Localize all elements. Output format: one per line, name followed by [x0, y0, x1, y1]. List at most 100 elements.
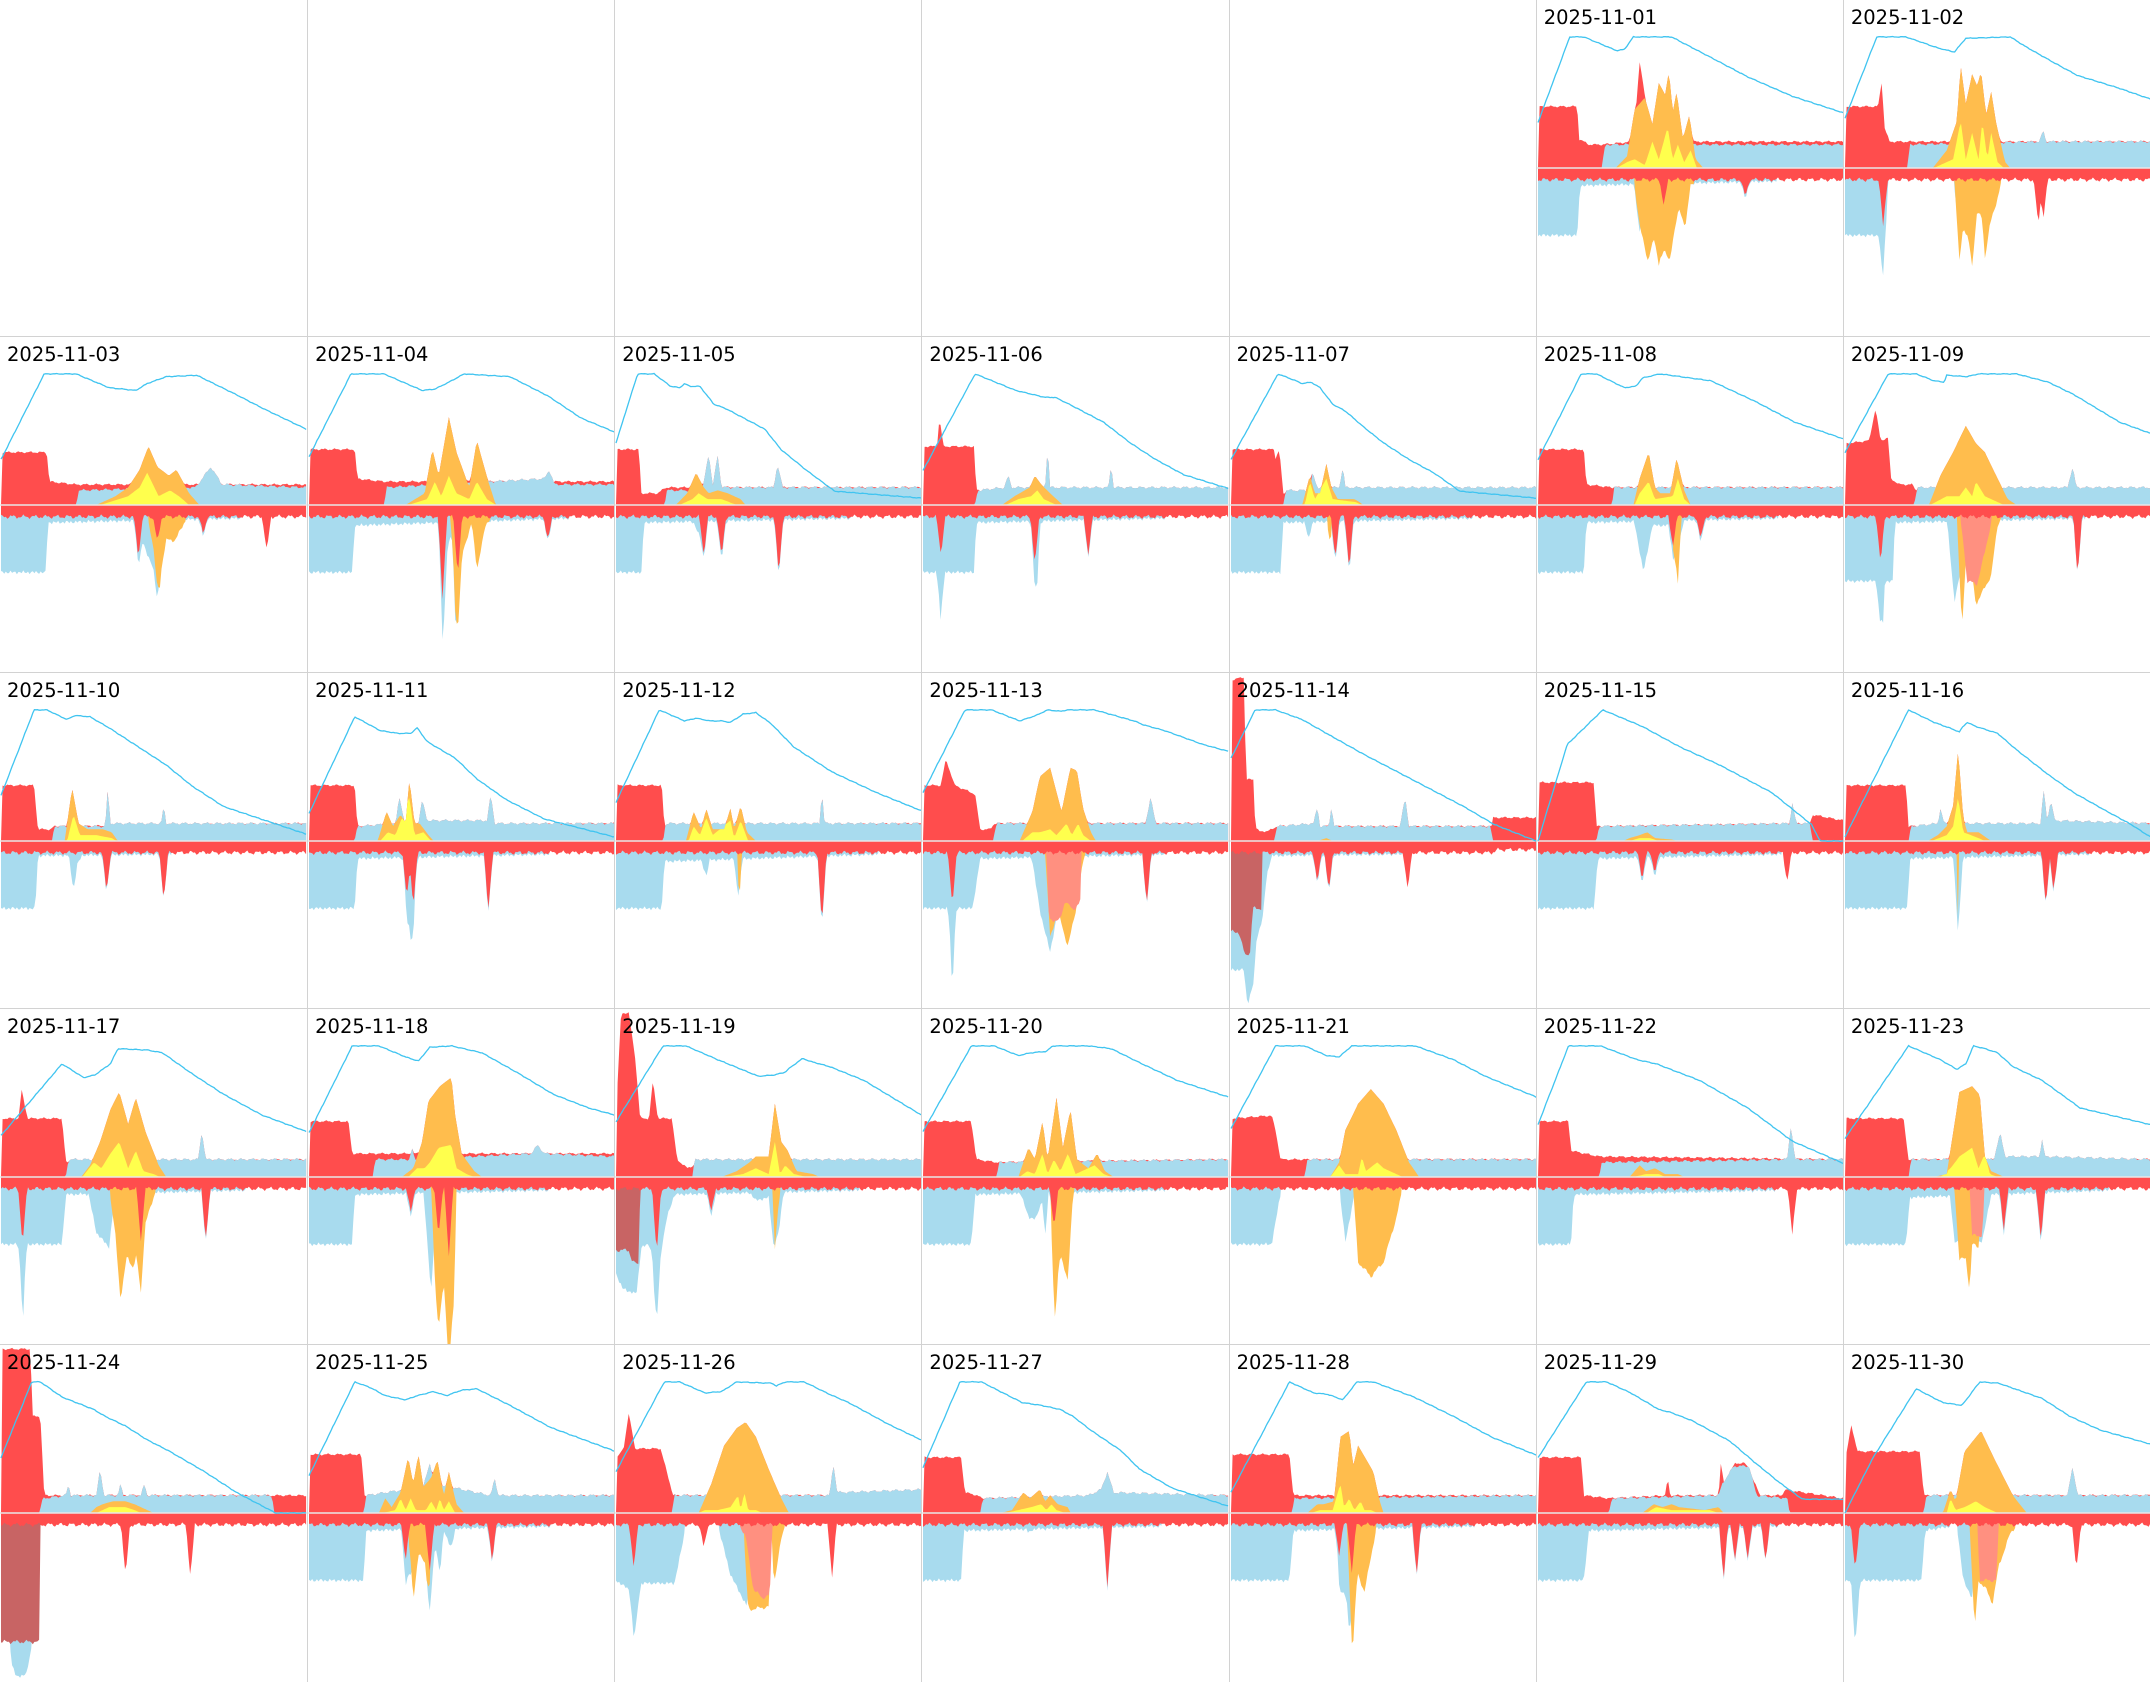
day-label: 2025-11-26	[622, 1351, 736, 1374]
day-label: 2025-11-04	[315, 343, 429, 366]
load-area	[1, 1472, 307, 1513]
soc-line	[1229, 1380, 1536, 1493]
battery-area	[1, 1177, 307, 1316]
day-label: 2025-11-03	[7, 343, 121, 366]
lower-band-area	[309, 1177, 615, 1257]
day-chart	[1536, 709, 1844, 911]
soc-line	[922, 373, 1229, 490]
solar-area	[309, 1078, 615, 1177]
soc-line	[1844, 1044, 2150, 1140]
day-label: 2025-11-21	[1236, 1015, 1350, 1038]
soc-line	[0, 372, 307, 460]
soc-line	[1537, 1380, 1843, 1501]
soc-line	[0, 1048, 307, 1136]
day-label: 2025-11-28	[1236, 1351, 1350, 1374]
battery-area	[1844, 1177, 2150, 1247]
day-label: 2025-11-08	[1543, 343, 1658, 366]
battery-area	[309, 1513, 615, 1611]
day-chart	[922, 708, 1230, 976]
empty-day-cell	[921, 0, 1231, 338]
day-label: 2025-11-07	[1236, 343, 1350, 366]
day-label: 2025-11-14	[1236, 679, 1350, 702]
empty-day-cell	[307, 0, 616, 338]
lower-band-area	[1844, 505, 2150, 569]
day-panel: 2025-11-12	[614, 672, 923, 1010]
day-chart	[1843, 35, 2150, 276]
solar-direct-area	[1537, 130, 1843, 168]
lower-band-area	[1230, 505, 1536, 563]
solar-direct-area	[1230, 1159, 1536, 1177]
day-chart	[1536, 35, 1844, 266]
soc-line	[308, 716, 615, 838]
load-area	[1, 1135, 307, 1177]
solar-area	[923, 1097, 1229, 1177]
empty-day-cell	[0, 0, 309, 338]
lower-band-area	[1537, 841, 1843, 880]
battery-area	[1844, 1513, 2150, 1638]
load-area	[1844, 1467, 2150, 1513]
day-panel: 2025-11-28	[1228, 1344, 1538, 1682]
day-chart	[0, 372, 308, 597]
day-chart	[1843, 1381, 2150, 1638]
lower-band-area	[1844, 841, 2150, 899]
soc-line	[922, 708, 1229, 793]
solar-area	[1844, 67, 2150, 168]
battery-area	[309, 841, 615, 940]
day-chart	[615, 1380, 923, 1636]
load-area	[1230, 1494, 1536, 1513]
day-label: 2025-11-06	[929, 343, 1043, 366]
day-label: 2025-11-19	[622, 1015, 736, 1038]
battery-area	[1844, 841, 2150, 931]
day-chart	[1536, 372, 1844, 584]
battery-area	[1537, 168, 1843, 238]
soc-line	[615, 1380, 922, 1473]
lower-band-area	[1, 505, 307, 553]
solar-area	[923, 767, 1229, 841]
solar-export-area	[309, 1177, 615, 1345]
soc-line	[615, 709, 922, 811]
soc-line	[1844, 372, 2150, 454]
day-panel: 2025-11-20	[921, 1008, 1231, 1346]
day-label: 2025-11-27	[929, 1351, 1043, 1374]
soc-line	[1844, 709, 2150, 838]
solar-area	[616, 474, 922, 505]
solar-area	[616, 1422, 922, 1513]
lower-band-area	[1, 1177, 307, 1242]
lower-band-area	[1537, 505, 1843, 546]
day-panel: 2025-11-23	[1842, 1008, 2150, 1346]
empty-day-cell	[614, 0, 923, 338]
day-chart	[922, 373, 1230, 620]
day-label: 2025-11-24	[7, 1351, 121, 1374]
day-panel: 2025-11-27	[921, 1344, 1231, 1682]
day-panel: 2025-11-17	[0, 1008, 309, 1346]
soc-line	[0, 708, 307, 835]
day-chart	[615, 709, 923, 917]
lower-band-area	[1230, 1177, 1536, 1191]
solar-area	[1537, 1504, 1843, 1513]
lower-band-area	[923, 841, 1229, 901]
load-area	[1537, 1465, 1843, 1513]
day-panel: 2025-11-24	[0, 1344, 309, 1682]
soc-line	[1537, 1044, 1844, 1165]
solar-export-area	[1, 505, 307, 588]
load-area	[1844, 1134, 2150, 1177]
soc-line	[308, 372, 615, 458]
soc-line	[1229, 373, 1536, 499]
day-label: 2025-11-17	[7, 1015, 121, 1038]
grid-to-battery-area	[1230, 841, 1536, 956]
solar-area	[1, 447, 307, 505]
soc-line	[308, 1044, 615, 1133]
battery-area	[616, 1177, 922, 1314]
solar-area	[1844, 1432, 2150, 1513]
day-panel: 2025-11-03	[0, 336, 309, 674]
battery-area	[1, 1513, 307, 1678]
battery-export-area	[616, 1513, 922, 1600]
grid-import-area	[1230, 677, 1536, 841]
soc-line	[0, 1380, 307, 1514]
day-chart	[615, 1012, 923, 1314]
load-area	[1, 467, 307, 505]
day-label: 2025-11-02	[1850, 6, 1965, 29]
battery-area	[616, 505, 922, 575]
lower-band-area	[309, 1513, 615, 1571]
day-chart	[308, 716, 616, 940]
